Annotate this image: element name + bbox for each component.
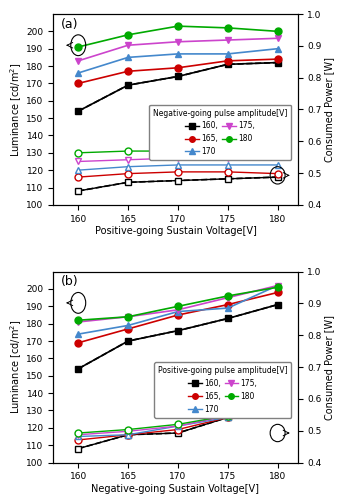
- Y-axis label: Luminance [cd/m$^2$]: Luminance [cd/m$^2$]: [8, 62, 24, 156]
- Y-axis label: Consumed Power [W]: Consumed Power [W]: [324, 314, 334, 420]
- Y-axis label: Consumed Power [W]: Consumed Power [W]: [324, 57, 334, 162]
- Text: (a): (a): [61, 18, 78, 31]
- Legend: 160,, 165,, 170, 175,, 180: 160,, 165,, 170, 175,, 180: [149, 105, 291, 160]
- Y-axis label: Luminance [cd/m$^2$]: Luminance [cd/m$^2$]: [8, 320, 24, 414]
- X-axis label: Positive-going Sustain Voltage[V]: Positive-going Sustain Voltage[V]: [95, 226, 256, 236]
- X-axis label: Negative-going Sustain Voltage[V]: Negative-going Sustain Voltage[V]: [92, 484, 259, 494]
- Text: (b): (b): [61, 276, 78, 288]
- Legend: 160,, 165,, 170, 175,, 180: 160,, 165,, 170, 175,, 180: [154, 362, 291, 418]
